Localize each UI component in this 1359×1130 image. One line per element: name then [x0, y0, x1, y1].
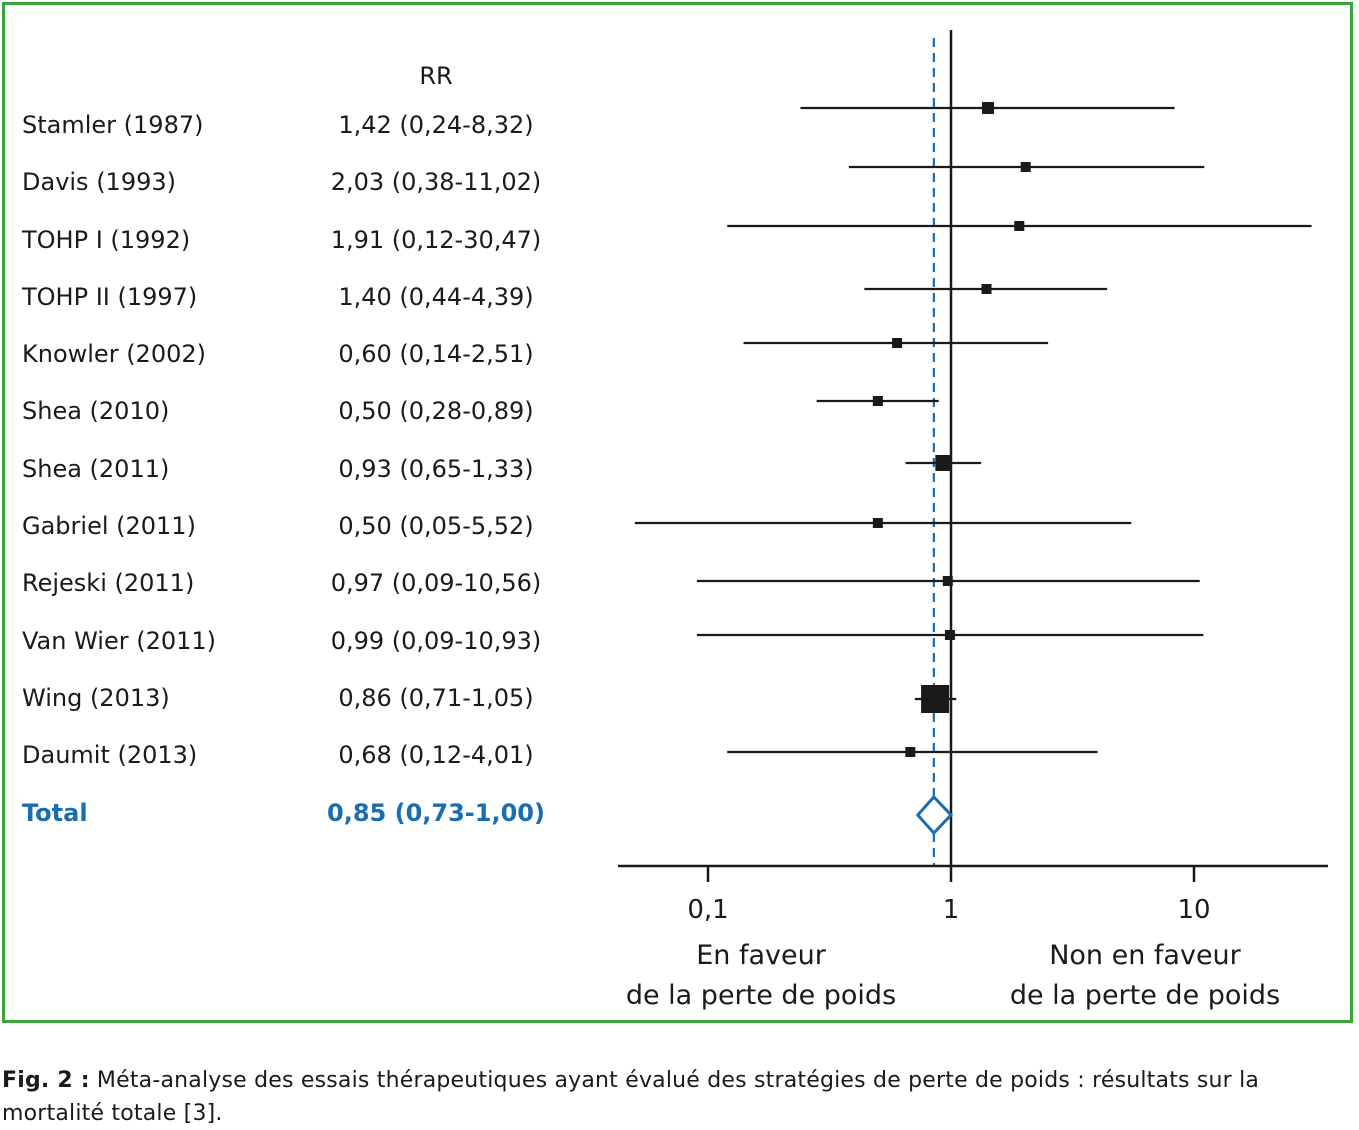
right-favour-label-line1: Non en faveur	[1049, 940, 1241, 971]
study-rr: 0,99 (0,09-10,93)	[331, 627, 542, 655]
point-estimate	[981, 284, 992, 294]
study-name: TOHP II (1997)	[21, 283, 197, 311]
study-rr: 0,97 (0,09-10,56)	[331, 569, 542, 597]
study-rr: 1,42 (0,24-8,32)	[338, 111, 533, 139]
figure-frame	[2, 2, 1353, 1023]
study-rr: 1,40 (0,44-4,39)	[338, 283, 533, 311]
forest-plot: RR 0,1 1 10 En faveur de la perte de poids Non…	[21, 30, 1328, 1011]
study-name: Shea (2011)	[22, 455, 169, 483]
point-estimate	[942, 576, 953, 586]
point-estimate	[892, 338, 903, 348]
study-rr: 0,50 (0,28-0,89)	[338, 397, 533, 425]
point-estimate	[982, 102, 995, 114]
study-rr: 0,68 (0,12-4,01)	[338, 741, 533, 769]
point-estimate	[905, 747, 916, 757]
study-rr: 0,60 (0,14-2,51)	[338, 340, 533, 368]
point-estimate	[921, 685, 950, 713]
study-rr: 1,91 (0,12-30,47)	[331, 226, 542, 254]
pooled-diamond	[915, 794, 954, 836]
study-rr: 0,93 (0,65-1,33)	[338, 455, 533, 483]
left-favour-label-line1: En faveur	[696, 940, 827, 971]
study-name: Knowler (2002)	[22, 340, 206, 368]
rr-column-header: RR	[419, 62, 452, 90]
study-rr: 2,03 (0,38-11,02)	[331, 168, 542, 196]
point-estimate	[935, 455, 952, 471]
caption-prefix: Fig. 2 :	[2, 1068, 90, 1093]
total-label: Total	[22, 799, 88, 827]
x-tick-label: 10	[1177, 895, 1210, 925]
left-favour-label-line2: de la perte de poids	[626, 980, 896, 1011]
right-favour-label-line2: de la perte de poids	[1010, 980, 1280, 1011]
point-estimate	[944, 630, 955, 640]
study-rr: 0,50 (0,05-5,52)	[338, 512, 533, 540]
total-rr: 0,85 (0,73-1,00)	[327, 799, 545, 827]
study-name: Davis (1993)	[22, 168, 176, 196]
study-rr: 0,86 (0,71-1,05)	[338, 684, 533, 712]
point-estimate	[872, 518, 883, 528]
study-name: Shea (2010)	[22, 397, 169, 425]
point-estimate	[1020, 162, 1031, 172]
point-estimate	[872, 396, 883, 406]
figure-caption: Fig. 2 : Méta-analyse des essais thérape…	[2, 1064, 1357, 1130]
point-estimate	[1014, 221, 1025, 231]
study-name: Van Wier (2011)	[22, 627, 216, 655]
study-name: Daumit (2013)	[22, 741, 197, 769]
study-name: TOHP I (1992)	[21, 226, 190, 254]
study-name: Wing (2013)	[22, 684, 170, 712]
x-tick-label: 0,1	[687, 895, 728, 925]
study-name: Stamler (1987)	[22, 111, 203, 139]
study-name: Rejeski (2011)	[22, 569, 194, 597]
study-name: Gabriel (2011)	[22, 512, 196, 540]
caption-text: Méta-analyse des essais thérapeutiques a…	[2, 1068, 1260, 1126]
x-tick-label: 1	[943, 895, 960, 925]
